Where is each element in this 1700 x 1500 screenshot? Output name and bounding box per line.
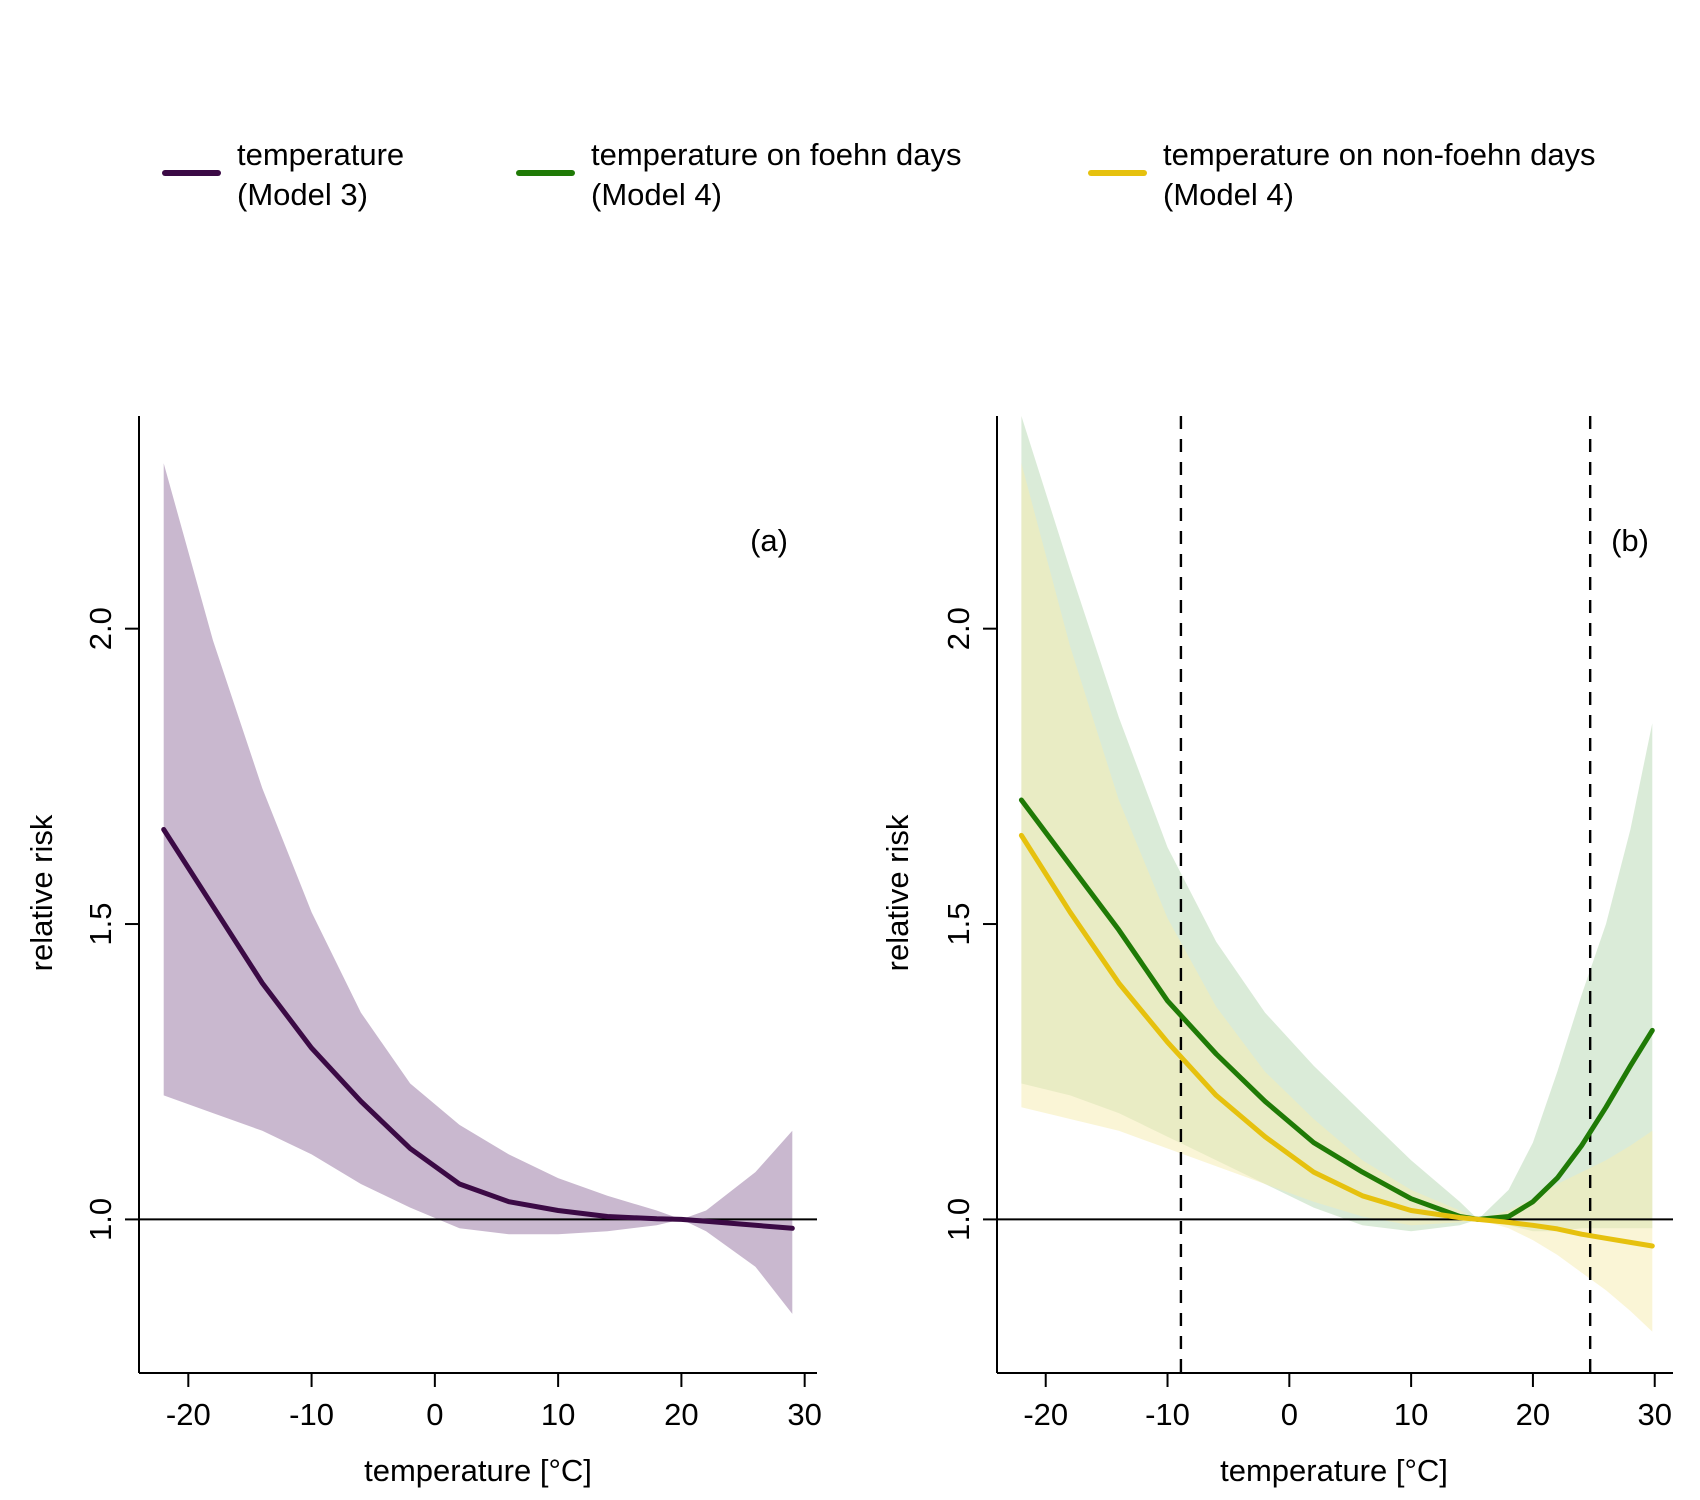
ci-band-a-0 <box>163 463 793 1314</box>
legend-label-nonfoehn: temperature on non-foehn days <box>1163 137 1596 172</box>
y-tick-label-b: 1.5 <box>941 902 976 945</box>
panel-label-a: (a) <box>750 523 788 558</box>
y-tick-label-a: 1.0 <box>83 1198 118 1241</box>
y-axis-title-a: relative risk <box>24 814 59 971</box>
x-tick-label-a: -10 <box>289 1397 334 1432</box>
x-tick-label-a: 10 <box>541 1397 575 1432</box>
x-tick-label-a: 30 <box>787 1397 821 1432</box>
ci-band-b-1 <box>1021 463 1653 1332</box>
x-tick-label-a: 0 <box>426 1397 443 1432</box>
series-line-b-1 <box>1018 832 1655 1249</box>
legend-sublabel-model3: (Model 3) <box>237 177 368 212</box>
y-tick-label-b: 2.0 <box>941 607 976 650</box>
y-tick-label-a: 2.0 <box>83 607 118 650</box>
legend-item-model3: temperature (Model 3) <box>162 137 404 212</box>
legend-label-model3: temperature <box>237 137 404 172</box>
panel-label-b: (b) <box>1611 523 1649 558</box>
series-line-b-0 <box>1018 797 1655 1222</box>
legend-item-nonfoehn: temperature on non-foehn days (Model 4) <box>1088 137 1596 212</box>
y-tick-label-b: 1.0 <box>941 1198 976 1241</box>
x-tick-label-a: -20 <box>166 1397 211 1432</box>
legend-sublabel-foehn: (Model 4) <box>591 177 722 212</box>
legend-sublabel-nonfoehn: (Model 4) <box>1163 177 1294 212</box>
x-tick-label-b: 10 <box>1394 1397 1428 1432</box>
x-tick-label-b: 30 <box>1637 1397 1671 1432</box>
legend: temperature (Model 3) temperature on foe… <box>162 137 1596 212</box>
x-tick-label-b: -20 <box>1023 1397 1068 1432</box>
panel-a: (a) temperature [°C] relative risk -20 -1… <box>24 416 822 1488</box>
series-line-a-0 <box>161 827 795 1231</box>
x-tick-label-b: 20 <box>1516 1397 1550 1432</box>
y-tick-label-a: 1.5 <box>83 902 118 945</box>
x-tick-label-b: -10 <box>1145 1397 1190 1432</box>
x-axis-title-b: temperature [°C] <box>1220 1453 1448 1488</box>
y-axis-title-b: relative risk <box>880 814 915 971</box>
x-tick-label-a: 20 <box>664 1397 698 1432</box>
x-tick-label-b: 0 <box>1281 1397 1298 1432</box>
legend-label-foehn: temperature on foehn days <box>591 137 962 172</box>
legend-item-foehn: temperature on foehn days (Model 4) <box>516 137 962 212</box>
x-axis-title-a: temperature [°C] <box>364 1453 592 1488</box>
panel-b: (b) temperature [°C] relative risk -20 -1… <box>880 416 1673 1488</box>
